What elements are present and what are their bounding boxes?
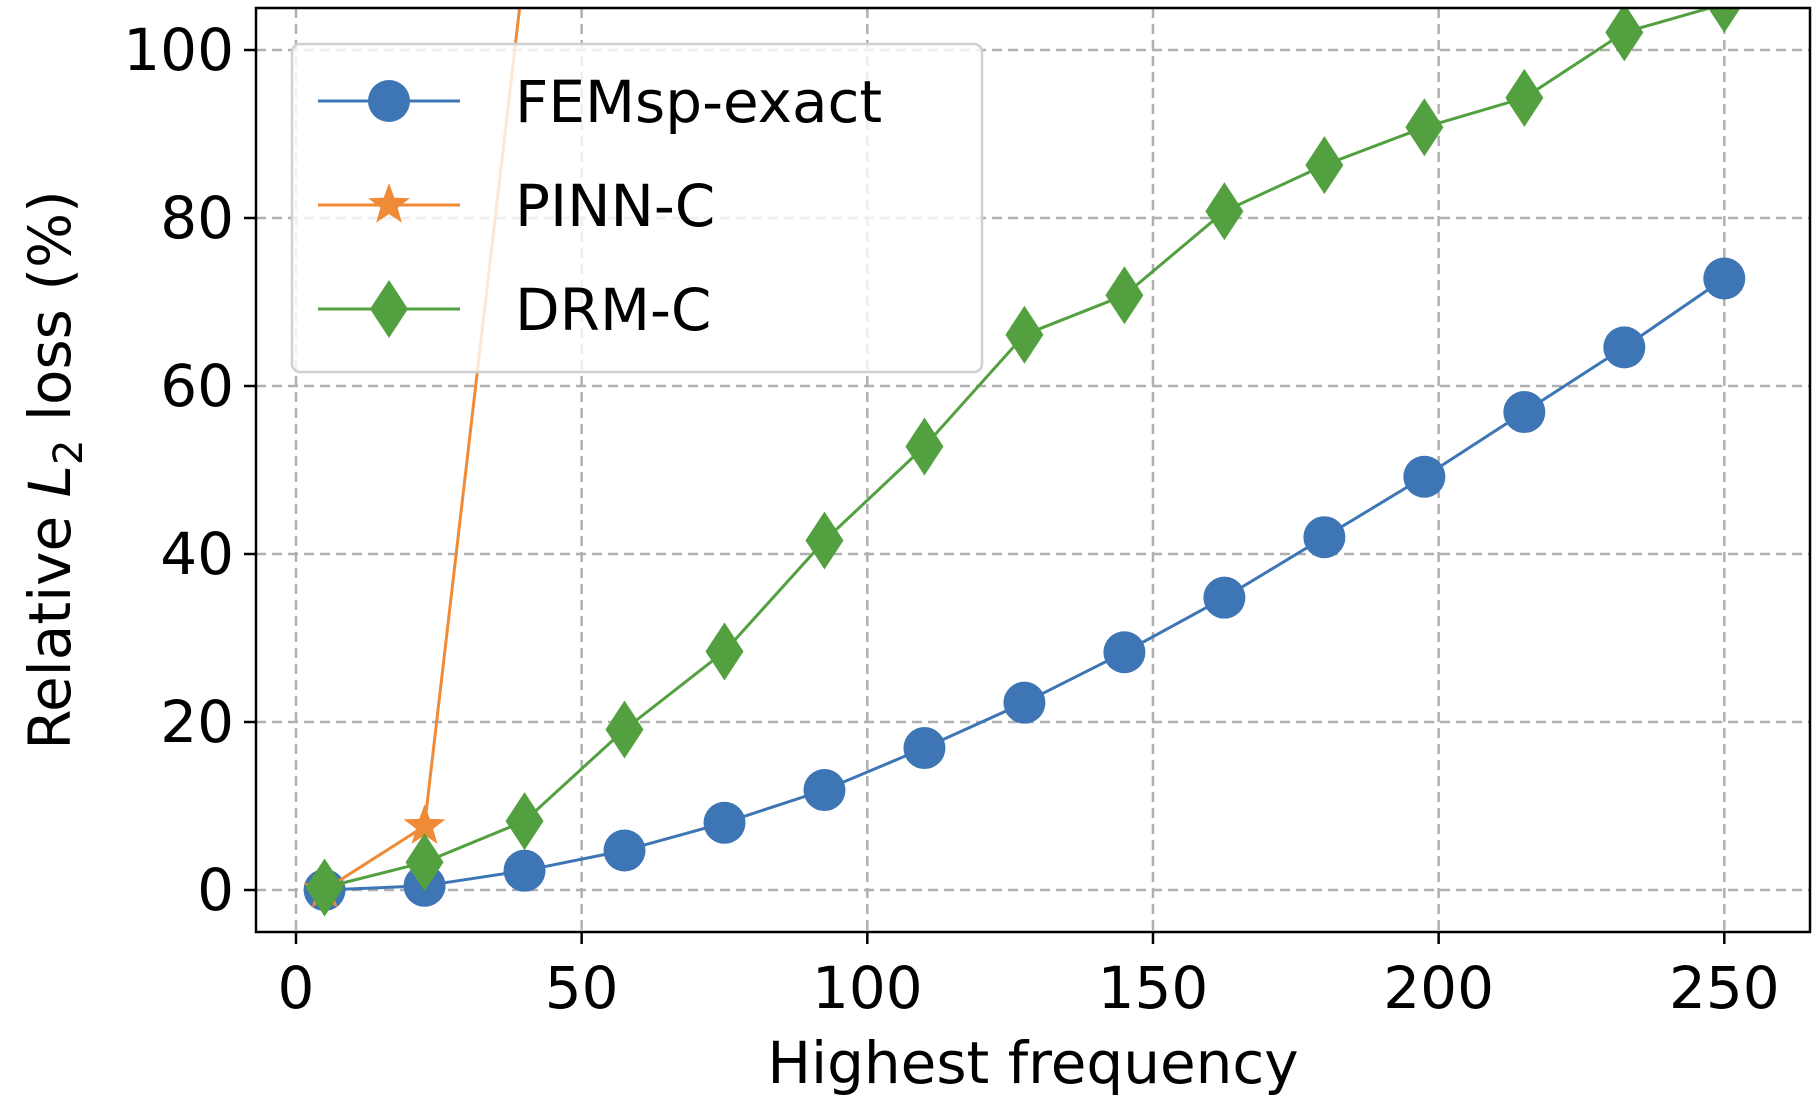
y-axis-title-suffix: loss (%) xyxy=(16,190,84,439)
data-point-drm-c xyxy=(1305,136,1344,195)
data-point-femsp-exact xyxy=(703,801,746,844)
data-point-drm-c xyxy=(905,417,944,476)
legend-item-drm-c: DRM-C xyxy=(318,276,711,344)
y-axis-title-var: L xyxy=(16,465,84,497)
data-point-femsp-exact xyxy=(1103,631,1146,674)
data-point-drm-c xyxy=(405,833,444,892)
legend-marker-drm-c xyxy=(370,280,408,338)
data-point-pinn-c xyxy=(403,804,446,844)
legend-item-femsp-exact: FEMsp-exact xyxy=(318,68,882,136)
legend-label-pinn-c: PINN-C xyxy=(515,172,715,240)
x-tick-label: 100 xyxy=(812,954,923,1022)
data-point-femsp-exact xyxy=(903,727,946,770)
data-point-femsp-exact xyxy=(1403,455,1446,498)
series-drm-c xyxy=(305,8,1741,917)
series-femsp-exact xyxy=(303,257,1746,911)
x-tick-label: 250 xyxy=(1669,954,1780,1022)
data-point-femsp-exact xyxy=(603,829,646,872)
data-point-femsp-exact xyxy=(503,849,546,892)
legend-label-femsp-exact: FEMsp-exact xyxy=(515,68,882,136)
data-point-drm-c xyxy=(1005,305,1044,364)
series-layer xyxy=(303,8,1746,917)
data-point-drm-c xyxy=(1105,266,1144,325)
y-tick-label: 60 xyxy=(160,352,234,420)
x-tick-label: 50 xyxy=(545,954,619,1022)
data-point-drm-c xyxy=(1505,68,1544,127)
data-point-drm-c xyxy=(705,622,744,681)
x-tick-label: 200 xyxy=(1383,954,1494,1022)
data-point-drm-c xyxy=(1605,8,1644,62)
data-point-drm-c xyxy=(605,700,644,759)
data-point-drm-c xyxy=(305,858,344,917)
plot-frame xyxy=(254,6,1812,934)
y-tick-label: 80 xyxy=(160,184,234,252)
data-point-femsp-exact xyxy=(1703,257,1746,300)
y-axis-title-sub: 2 xyxy=(46,440,92,465)
data-point-femsp-exact xyxy=(1003,681,1046,724)
x-axis-title: Highest frequency xyxy=(767,1029,1298,1097)
data-point-femsp-exact xyxy=(1603,326,1646,369)
y-tick-label: 40 xyxy=(160,520,234,588)
legend-marker-femsp-exact xyxy=(368,80,410,122)
data-point-drm-c xyxy=(1405,98,1444,157)
data-point-femsp-exact xyxy=(1303,516,1346,559)
legend-box xyxy=(290,42,984,374)
data-point-femsp-exact xyxy=(1203,576,1246,619)
y-tick-label: 0 xyxy=(197,856,234,924)
grid-lines xyxy=(256,8,1810,932)
data-point-femsp-exact xyxy=(1503,391,1546,434)
y-tick-label: 100 xyxy=(123,16,234,84)
legend-item-pinn-c: PINN-C xyxy=(318,172,715,240)
legend-marker-pinn-c xyxy=(368,183,410,223)
data-point-femsp-exact xyxy=(803,769,846,812)
y-axis-title-prefix: Relative xyxy=(16,497,84,749)
y-tick-label: 20 xyxy=(160,688,234,756)
legend: FEMsp-exact PINN-C DRM-C xyxy=(290,42,984,374)
y-axis-title: Relative L2 loss (%) xyxy=(16,190,92,749)
x-tick-label: 150 xyxy=(1098,954,1209,1022)
data-point-drm-c xyxy=(1708,8,1741,33)
legend-label-drm-c: DRM-C xyxy=(515,276,711,344)
data-point-drm-c xyxy=(1205,182,1244,241)
data-point-drm-c xyxy=(505,792,544,851)
data-point-drm-c xyxy=(805,511,844,570)
x-tick-label: 0 xyxy=(278,954,315,1022)
axis-ticks: 0 50 100 150 200 250 0 20 40 60 80 100 xyxy=(123,16,1779,1022)
